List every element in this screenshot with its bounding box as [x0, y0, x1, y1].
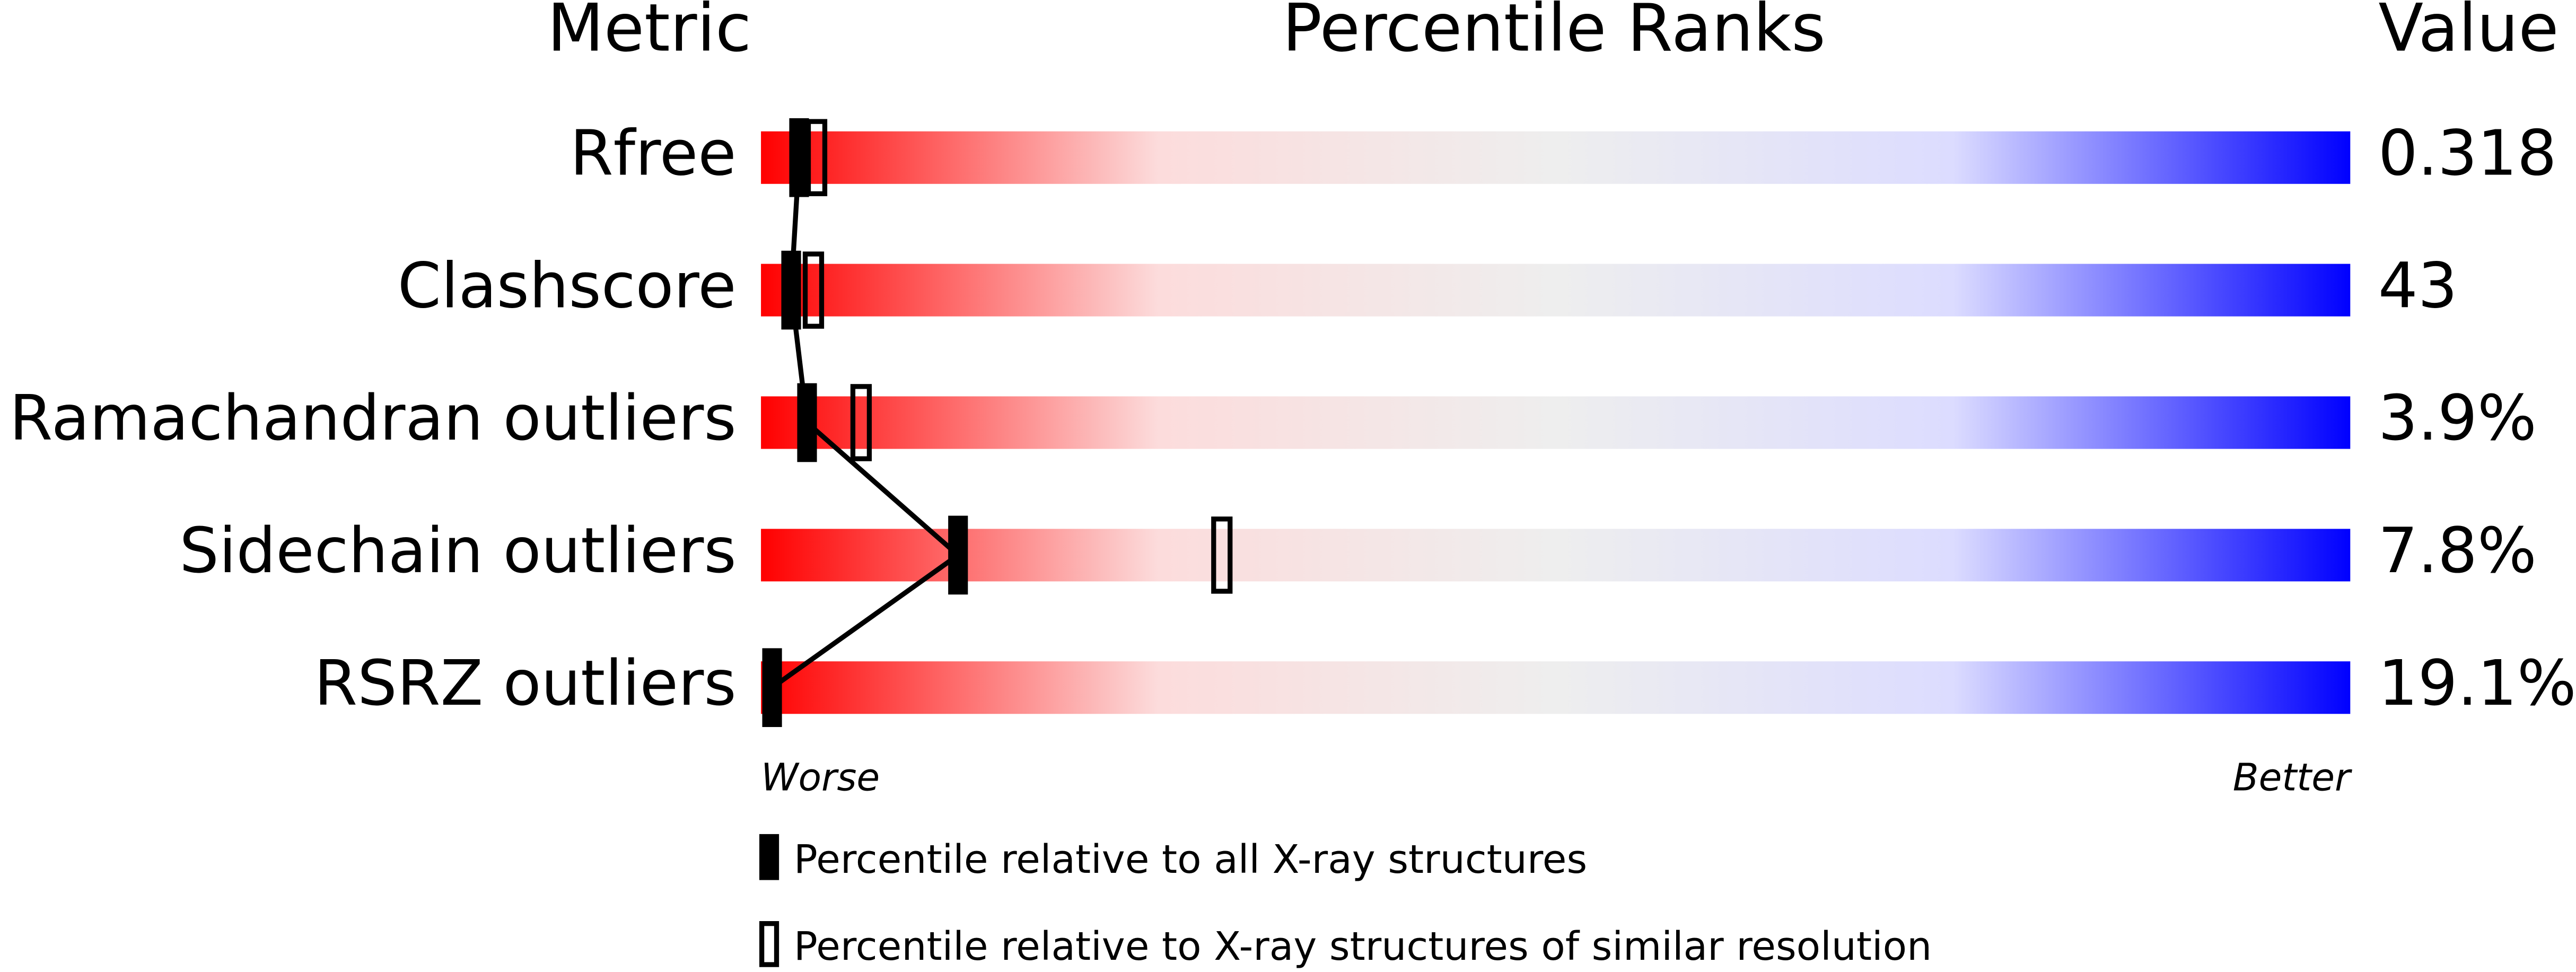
axis-label-worse: Worse: [761, 755, 880, 799]
legend-swatch: [759, 834, 779, 880]
metric-label: Sidechain outliers: [179, 514, 736, 587]
marker-all: [781, 250, 801, 330]
marker-all: [789, 118, 809, 197]
marker-all: [948, 515, 968, 595]
legend-label: Percentile relative to all X-ray structu…: [794, 836, 1587, 882]
axis-label-better: Better: [2233, 755, 2352, 799]
percentile-bar: [761, 661, 2351, 714]
metric-value: 43: [2378, 249, 2458, 322]
percentile-bar: [761, 264, 2351, 317]
legend-swatch: [759, 921, 779, 967]
metric-value: 3.9%: [2378, 382, 2537, 454]
marker-similar: [802, 251, 825, 329]
header-percentile: Percentile Ranks: [1282, 0, 1825, 67]
percentile-bar: [761, 396, 2351, 449]
metric-label: Ramachandran outliers: [10, 382, 737, 454]
metric-value: 7.8%: [2378, 514, 2537, 587]
marker-all: [762, 648, 782, 728]
metric-value: 0.318: [2378, 117, 2557, 189]
marker-similar: [1211, 516, 1233, 594]
percentile-bar: [761, 131, 2351, 184]
marker-all: [797, 383, 817, 462]
percentile-bar: [761, 529, 2351, 582]
legend-label: Percentile relative to X-ray structures …: [794, 923, 1932, 969]
header-metric: Metric: [547, 0, 751, 67]
metric-label: Clashscore: [398, 249, 737, 322]
metric-label: RSRZ outliers: [314, 647, 736, 720]
header-value: Value: [2378, 0, 2559, 67]
marker-similar: [850, 384, 872, 461]
metric-label: Rfree: [570, 117, 737, 189]
marker-similar: [805, 119, 828, 197]
metric-value: 19.1%: [2378, 647, 2576, 720]
